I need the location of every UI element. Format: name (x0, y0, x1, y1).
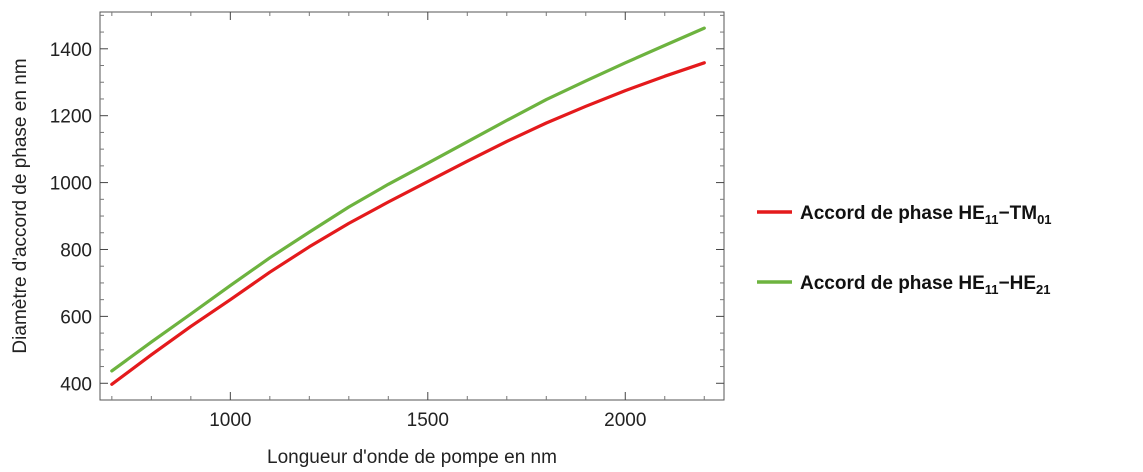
x-tick-label: 2000 (604, 410, 646, 431)
legend: Accord de phase HE11−TM01 Accord de phase… (757, 203, 1052, 297)
x-tick-label: 1000 (209, 410, 251, 431)
x-tick-label: 1500 (407, 410, 449, 431)
series-line-2 (110, 26, 706, 373)
legend-label: Accord de phase HE11−TM01 (800, 203, 1052, 227)
y-tick-label: 1000 (50, 174, 92, 195)
series-line-1 (110, 61, 706, 386)
major-ticks (100, 12, 724, 400)
legend-item-1: Accord de phase HE11−TM01 (757, 203, 1052, 227)
plot-frame (99, 11, 725, 401)
y-tick-label: 400 (60, 374, 92, 395)
x-axis-title: Longueur d'onde de pompe en nm (267, 447, 557, 468)
y-axis-title: Diamètre d'accord de phase en nm (10, 58, 31, 353)
y-tick-label: 800 (60, 240, 92, 261)
minor-ticks (100, 12, 724, 400)
y-tick-label: 1200 (50, 107, 92, 128)
y-tick-label: 1400 (50, 40, 92, 61)
series-lines (110, 26, 706, 386)
legend-item-2: Accord de phase HE11−HE21 (757, 273, 1051, 297)
x-tick-labels: 1000 1500 2000 (209, 410, 646, 431)
y-tick-label: 600 (60, 307, 92, 328)
legend-label: Accord de phase HE11−HE21 (800, 273, 1051, 297)
y-tick-labels: 400 600 800 1000 1200 1400 (50, 40, 92, 395)
